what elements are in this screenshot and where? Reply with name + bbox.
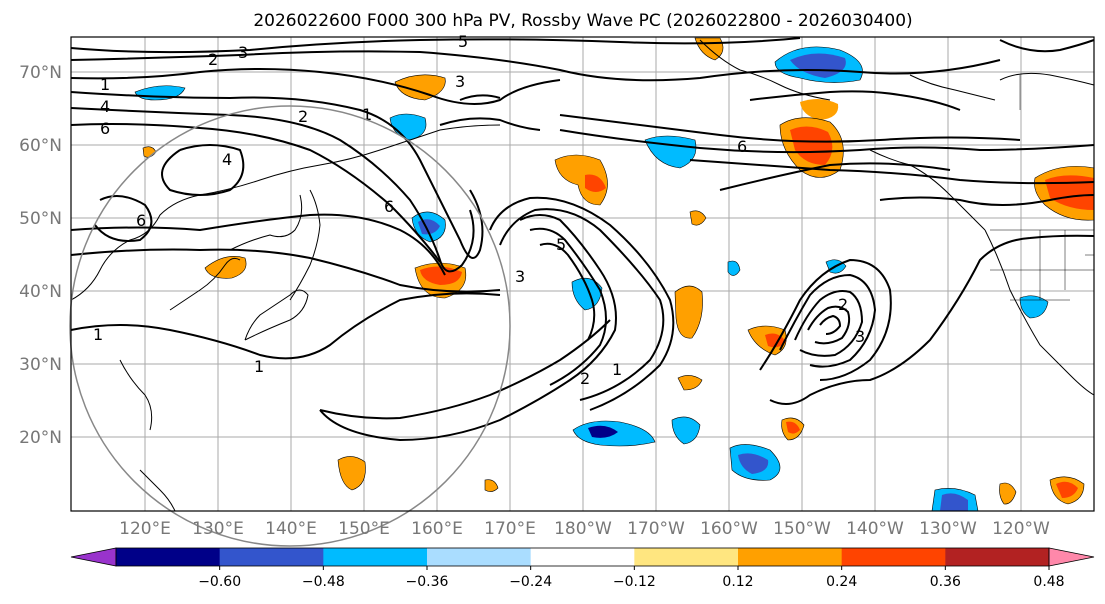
colorbar-tick-label: −0.24 (509, 574, 552, 590)
lat-label: 50°N (19, 209, 62, 229)
colorbar: −0.60 −0.48 −0.36 −0.24 −0.12 0.12 0.24 0.36 0.4… (70, 547, 1095, 590)
colorbar-segment (738, 548, 843, 566)
lat-label: 20°N (19, 428, 62, 448)
colorbar-tick-label: 0.36 (930, 574, 961, 590)
lon-label: 150°E (338, 519, 390, 539)
plot-title: 2026022600 F000 300 hPa PV, Rossby Wave … (253, 11, 912, 31)
colorbar-segment (530, 548, 635, 566)
contour-label: 3 (855, 327, 865, 346)
contour-label: 2 (580, 369, 590, 388)
lon-label: 150°W (773, 519, 831, 539)
lon-label: 120°W (992, 519, 1050, 539)
colorbar-tick-label: −0.48 (302, 574, 345, 590)
contour-label: 6 (384, 197, 394, 216)
lat-label: 30°N (19, 355, 62, 375)
lat-label: 70°N (19, 63, 62, 83)
longitude-labels: 120°E 130°E 140°E 150°E 160°E 170°E 180°… (119, 519, 1050, 539)
colorbar-segment (634, 548, 739, 566)
colorbar-tick-label: −0.36 (406, 574, 449, 590)
lon-label: 130°W (919, 519, 977, 539)
lon-label: 140°E (265, 519, 317, 539)
map-frame (70, 36, 1095, 512)
lon-label: 160°W (700, 519, 758, 539)
contour-label: 3 (455, 72, 465, 91)
contour-label: 4 (222, 150, 232, 169)
contour-label: 1 (93, 325, 103, 344)
contour-label: 1 (100, 75, 110, 94)
colorbar-extend-low (70, 547, 117, 567)
colorbar-segment (116, 548, 221, 566)
colorbar-frame (115, 547, 1050, 567)
lon-label: 160°E (411, 519, 463, 539)
contour-label: 4 (100, 97, 110, 116)
lon-label: 120°E (119, 519, 171, 539)
lon-label: 140°W (846, 519, 904, 539)
lat-label: 60°N (19, 136, 62, 156)
contour-label: 5 (458, 32, 468, 51)
pv-anomaly-fills (134, 37, 1095, 512)
reference-circle (69, 105, 511, 547)
contour-label: 6 (737, 137, 747, 156)
colorbar-extend-high (1048, 547, 1095, 567)
contour-label: 6 (100, 119, 110, 138)
lat-label: 40°N (19, 282, 62, 302)
contour-label: 2 (298, 107, 308, 126)
colorbar-tick-label: 0.12 (722, 574, 753, 590)
latitude-labels: 70°N 60°N 50°N 40°N 30°N 20°N (19, 63, 62, 448)
contour-label: 1 (612, 360, 622, 379)
contour-label: 2 (838, 295, 848, 314)
contour-label: 1 (362, 105, 372, 124)
colorbar-segment (219, 548, 324, 566)
lon-label: 170°E (484, 519, 536, 539)
colorbar-segment (841, 548, 946, 566)
pv-contours (70, 37, 1095, 442)
contour-labels: 1 2 3 4 5 6 1 2 3 4 6 1 2 3 5 6 1 2 3 1 … (93, 32, 865, 388)
colorbar-tick-label: 0.48 (1033, 574, 1064, 590)
colorbar-tick-label: −0.60 (198, 574, 241, 590)
contour-label: 6 (136, 211, 146, 230)
state-borders (990, 75, 1094, 301)
contour-label: 3 (515, 267, 525, 286)
colorbar-segment (945, 548, 1050, 566)
map-panel: 1 2 3 4 5 6 1 2 3 4 6 1 2 3 5 6 1 2 3 1 … (69, 32, 1095, 547)
lon-label: 130°E (192, 519, 244, 539)
contour-label: 5 (556, 235, 566, 254)
lon-label: 180°W (554, 519, 612, 539)
lon-label: 170°W (627, 519, 685, 539)
contour-label: 2 (208, 50, 218, 69)
contour-label: 3 (238, 43, 248, 62)
colorbar-segment (323, 548, 428, 566)
colorbar-tick-label: −0.12 (613, 574, 656, 590)
colorbar-segment (427, 548, 532, 566)
contour-label: 1 (254, 357, 264, 376)
colorbar-tick-label: 0.24 (826, 574, 857, 590)
